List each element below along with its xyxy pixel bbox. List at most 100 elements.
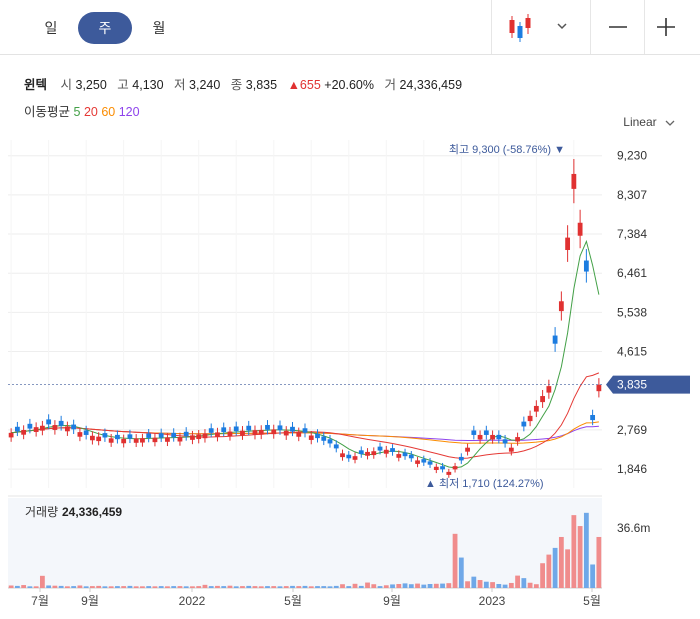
candle-body	[290, 426, 295, 432]
volume-bar	[108, 586, 114, 588]
volume-bar	[246, 585, 252, 588]
candlestick-icon[interactable]	[508, 10, 534, 44]
volume-bar	[540, 563, 545, 588]
candle-body	[540, 396, 545, 403]
candle-body	[471, 430, 477, 435]
ma-5[interactable]: 5	[73, 105, 81, 119]
volume-bar	[177, 586, 183, 588]
volume-bar	[271, 586, 277, 588]
volume-bar	[515, 575, 520, 588]
candle-body	[583, 260, 589, 272]
candle-body	[33, 427, 39, 432]
volume-bar	[258, 586, 264, 588]
volume-bar	[471, 576, 477, 588]
open-value: 3,250	[75, 78, 107, 92]
ma-20[interactable]: 20	[83, 105, 98, 119]
volume-bar	[308, 586, 314, 588]
ma-120[interactable]: 120	[118, 105, 140, 119]
candle-body	[571, 173, 577, 189]
candle-body	[327, 439, 333, 444]
volume-bar	[383, 585, 389, 588]
plus-icon[interactable]	[655, 10, 677, 44]
tab-weekly[interactable]: 주	[78, 12, 132, 44]
candle-body	[227, 431, 233, 437]
y-tick-label: 4,615	[617, 345, 647, 359]
volume-bar	[508, 582, 514, 588]
volume-bar	[77, 585, 83, 588]
candle-body	[271, 429, 277, 435]
candle-body	[333, 444, 339, 449]
volume-bar	[127, 585, 133, 588]
volume-bar	[365, 582, 370, 588]
candle-body	[452, 466, 458, 470]
volume-bar	[377, 586, 383, 588]
y-tick-label: 1,846	[617, 462, 647, 476]
tab-monthly[interactable]: 월	[152, 20, 166, 36]
volume-bar	[352, 583, 358, 588]
candle-body	[96, 436, 102, 442]
candle-body	[183, 431, 189, 437]
volume-bar	[102, 586, 108, 588]
volume-bar	[183, 586, 189, 588]
volume-bar	[546, 554, 552, 588]
volume-bar	[483, 581, 489, 588]
high-annotation: 최고 9,300 (-58.76%) ▼	[449, 143, 565, 156]
volume-bar	[571, 515, 577, 588]
candle-body	[221, 427, 227, 432]
candle-body	[340, 453, 345, 458]
volume-bar	[408, 584, 414, 588]
candle-body	[358, 450, 364, 455]
volume-bar	[321, 586, 327, 588]
moving-average-legend: 이동평균 5 20 60 120	[24, 101, 140, 120]
candle-body	[102, 433, 108, 438]
candle-body	[208, 428, 214, 433]
volume-bar	[490, 582, 495, 588]
volume-bar	[358, 585, 364, 588]
low-annotation: ▲ 최저 1,710 (124.27%)	[425, 477, 544, 490]
candle-body	[283, 430, 289, 436]
candle-body	[527, 415, 533, 422]
current-price-label: 3,835	[617, 378, 647, 392]
candle-body	[396, 454, 402, 458]
candle-body	[115, 434, 120, 440]
y-tick-label: 5,538	[617, 305, 647, 319]
volume-bar	[340, 584, 345, 588]
volume-bar	[558, 536, 564, 588]
chevron-down-icon[interactable]	[555, 10, 569, 44]
candle-body	[21, 430, 27, 435]
volume-bar	[39, 575, 45, 588]
volume-bar	[371, 584, 377, 588]
y-tick-label: 2,769	[617, 423, 647, 437]
candle-body	[315, 433, 320, 439]
scale-label: Linear	[623, 115, 657, 129]
volume-bar	[346, 586, 352, 588]
volume-bar	[90, 586, 95, 588]
y-tick-label: 8,307	[617, 188, 647, 202]
volume-bar	[446, 583, 452, 588]
volume-bar	[171, 586, 177, 588]
candle-body	[140, 438, 145, 443]
candle-body	[408, 454, 414, 459]
volume-bar	[252, 586, 258, 588]
volume-bar	[146, 586, 152, 588]
volume-bar	[527, 582, 533, 588]
volume-bar	[577, 526, 583, 588]
tab-daily[interactable]: 일	[44, 20, 58, 36]
volume-bar	[208, 586, 214, 588]
candle-body	[590, 415, 596, 421]
ma-60[interactable]: 60	[101, 105, 116, 119]
minus-icon[interactable]	[607, 10, 629, 44]
candle-body	[433, 466, 439, 471]
candle-body	[365, 451, 370, 456]
low-value: 3,240	[189, 78, 221, 92]
open-label: 시	[60, 78, 73, 92]
candle-body	[65, 426, 70, 432]
candle-body	[58, 420, 64, 426]
volume-bar	[133, 586, 139, 588]
candle-body	[196, 434, 202, 440]
volume-bar	[433, 583, 439, 588]
candle-body	[483, 430, 489, 435]
candle-body	[490, 434, 495, 440]
candle-body	[121, 438, 127, 444]
scale-dropdown[interactable]: Linear	[623, 115, 676, 129]
